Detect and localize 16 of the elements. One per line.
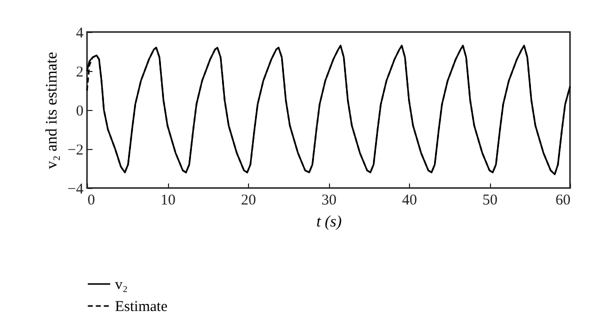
y-tick-label: 2 bbox=[76, 64, 84, 80]
y-tick-label: 0 bbox=[76, 104, 84, 120]
x-tick-label: 50 bbox=[482, 192, 498, 208]
legend-label: Estimate bbox=[115, 299, 168, 315]
x-tick-label: 10 bbox=[160, 192, 176, 208]
y-axis-title: v₂ and its estimate bbox=[44, 52, 61, 170]
x-tick-label: 60 bbox=[556, 192, 570, 208]
y-tick-label: −4 bbox=[68, 182, 84, 198]
x-tick-label: 0 bbox=[88, 192, 95, 208]
x-tick-label: 20 bbox=[241, 192, 256, 208]
x-tick-label: 30 bbox=[322, 192, 336, 208]
legend-label: v₂ bbox=[115, 277, 128, 293]
y-tick-label: 4 bbox=[76, 26, 84, 42]
y-tick-label: −2 bbox=[68, 142, 84, 158]
x-axis-title: t (s) bbox=[316, 214, 342, 230]
x-tick-label: 40 bbox=[402, 192, 417, 208]
